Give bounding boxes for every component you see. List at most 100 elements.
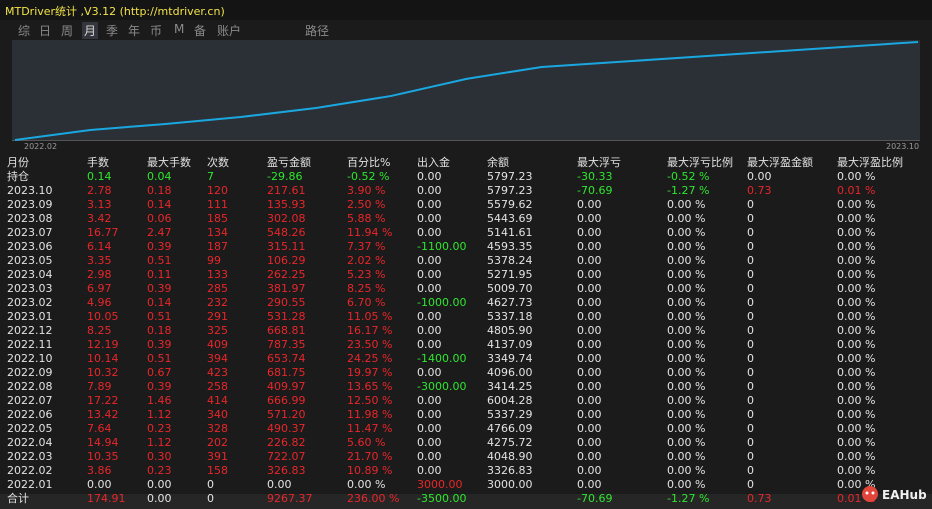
table-cell: 0.00 [577, 450, 602, 463]
table-cell: 0.00 % [667, 464, 706, 477]
column-header: 最大浮亏比例 [667, 156, 733, 169]
table-cell: 0.00 % [667, 310, 706, 323]
table-cell: 0 [747, 310, 754, 323]
table-cell: 2023.03 [7, 282, 53, 295]
table-cell: 0.00 % [667, 198, 706, 211]
tab[interactable]: 账户 [217, 24, 242, 38]
table-cell: 0.00 % [837, 338, 876, 351]
column-header: 最大手数 [147, 156, 191, 169]
table-cell: 326.83 [267, 464, 306, 477]
table-cell: 4137.09 [487, 338, 533, 351]
tab[interactable]: 日 [39, 24, 52, 38]
table-cell: 0.00 % [837, 366, 876, 379]
table-cell: 0 [747, 394, 754, 407]
table-cell: 2022.08 [7, 380, 53, 393]
table-cell: 0.00 % [667, 380, 706, 393]
table-cell: 24.25 % [347, 352, 393, 365]
table-cell: 0.00 [577, 296, 602, 309]
table-cell: 2022.11 [7, 338, 53, 351]
tab[interactable]: 周 [61, 24, 74, 38]
table-cell: 0.30 [147, 450, 172, 463]
table-cell: 14.94 [87, 436, 119, 449]
tab[interactable]: 年 [128, 24, 141, 38]
table-cell: 0.00 [417, 170, 442, 183]
table-cell: 0.00 % [667, 282, 706, 295]
x-label: 2022.02 [24, 142, 58, 151]
table-cell: 2022.02 [7, 464, 53, 477]
table-cell: 0.00 [417, 422, 442, 435]
table-cell: 11.05 % [347, 310, 393, 323]
table-cell: 0.00 [417, 338, 442, 351]
table-cell: 2023.05 [7, 254, 53, 267]
table-cell: 0.23 [147, 464, 172, 477]
table-cell: 391 [207, 450, 228, 463]
table-cell: 202 [207, 436, 228, 449]
table-cell: 0.06 [147, 212, 172, 225]
table-cell: 2023.06 [7, 240, 53, 253]
table-cell: 3000.00 [487, 478, 533, 491]
table-cell: 0.00 [577, 408, 602, 421]
table-cell: 0.14 [87, 170, 112, 183]
equity-line [14, 41, 919, 141]
table-cell: -30.33 [577, 170, 613, 183]
table-cell: 0.39 [147, 338, 172, 351]
table-cell: 0.00 % [667, 226, 706, 239]
table-cell: 2.78 [87, 184, 112, 197]
table-cell: 16.17 % [347, 324, 393, 337]
table-cell: 548.26 [267, 226, 306, 239]
table-cell: 5378.24 [487, 254, 533, 267]
table-cell: 2022.03 [7, 450, 53, 463]
table-cell: 0.39 [147, 282, 172, 295]
tab[interactable]: 币 [150, 24, 163, 38]
table-cell: 0.00 [747, 170, 772, 183]
table-cell: 11.47 % [347, 422, 393, 435]
table-cell: 187 [207, 240, 228, 253]
total-cell: 0 [207, 492, 214, 505]
table-cell: 2022.05 [7, 422, 53, 435]
tab[interactable]: 路径 [305, 24, 330, 38]
table-cell: 0.00 [577, 282, 602, 295]
table-cell: 0.23 [147, 422, 172, 435]
total-cell: 0.00 [147, 492, 172, 505]
window-title: MTDriver统计 ,V3.12 (http://mtdriver.cn) [5, 5, 225, 18]
table-cell: 4627.73 [487, 296, 533, 309]
table-cell: 19.97 % [347, 366, 393, 379]
table-cell: 0 [747, 380, 754, 393]
table-cell: 787.35 [267, 338, 306, 351]
table-cell: 0.11 [147, 268, 172, 281]
table-cell: 持仓 [7, 170, 29, 183]
total-cell: -70.69 [577, 492, 613, 505]
table-cell: 0.00 [417, 408, 442, 421]
table-cell: 722.07 [267, 450, 306, 463]
table-cell: 3.35 [87, 254, 112, 267]
table-cell: 0.00 [577, 254, 602, 267]
tab[interactable]: 季 [106, 24, 119, 38]
logo-text: EAHub [882, 488, 926, 502]
table-cell: 0.00 % [837, 464, 876, 477]
table-cell: 0.00 [577, 464, 602, 477]
table-cell: 0 [747, 436, 754, 449]
table-cell: 2022.12 [7, 324, 53, 337]
table-cell: 0.14 [147, 198, 172, 211]
table-cell: 2.47 [147, 226, 172, 239]
total-row-background [0, 494, 932, 509]
table-cell: 0 [747, 198, 754, 211]
tab[interactable]: 备 [194, 24, 207, 38]
tab[interactable]: 综 [18, 24, 31, 38]
table-cell: 0.51 [147, 352, 172, 365]
table-cell: 0.00 % [667, 240, 706, 253]
table-cell: 5579.62 [487, 198, 533, 211]
tab[interactable]: M [174, 22, 185, 36]
table-cell: 0.00 % [837, 450, 876, 463]
table-cell: 133 [207, 268, 228, 281]
table-cell: 0.73 [747, 184, 772, 197]
table-cell: 4805.90 [487, 324, 533, 337]
table-cell: 666.99 [267, 394, 306, 407]
table-cell: 0 [747, 324, 754, 337]
table-cell: 328 [207, 422, 228, 435]
tab[interactable]: 月 [82, 22, 99, 39]
table-cell: 0.00 [577, 436, 602, 449]
table-cell: 0.18 [147, 184, 172, 197]
table-cell: 0.18 [147, 324, 172, 337]
